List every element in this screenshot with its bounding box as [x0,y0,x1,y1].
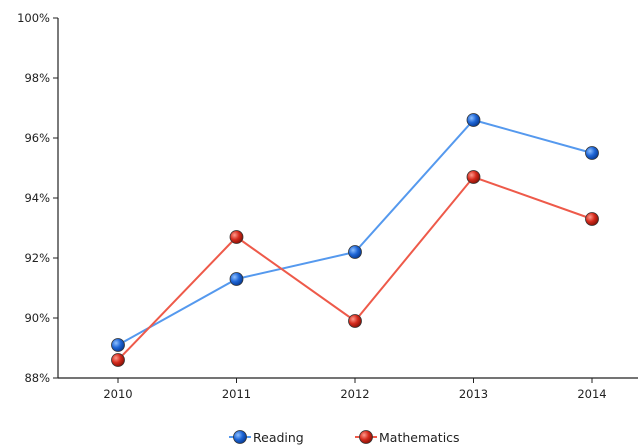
data-point-reading[interactable] [585,146,599,160]
data-point-mathematics[interactable] [466,170,481,184]
x-tick-group: 2010 2011 2012 2013 2014 [103,378,607,401]
y-tick-label: 98% [24,71,50,85]
y-tick-label: 94% [24,191,50,205]
series-line-mathematics [117,175,593,361]
y-tick-label: 90% [24,311,50,325]
y-tick-label: 92% [24,251,50,265]
legend-item-reading[interactable]: Reading [229,430,304,445]
data-point-reading[interactable] [466,113,481,127]
y-tick-label: 96% [24,131,50,145]
legend-item-mathematics[interactable]: Mathematics [355,430,460,445]
legend-swatch-marker [233,430,247,444]
axes [57,18,638,379]
data-point-reading[interactable] [229,272,244,286]
y-tick-label: 100% [17,11,50,25]
x-tick-label: 2014 [577,387,606,401]
series-points [111,113,599,367]
x-tick-label: 2011 [222,387,251,401]
data-point-mathematics[interactable] [229,230,244,244]
series-line-reading [117,118,593,346]
y-tick-group: 88% 90% 92% 94% 96% 98% 100% [17,11,58,385]
legend-label: Mathematics [379,430,460,445]
x-tick-label: 2012 [340,387,369,401]
legend-label: Reading [253,430,304,445]
data-point-mathematics[interactable] [111,353,125,367]
legend: Reading Mathematics [229,430,460,445]
x-tick-label: 2010 [103,387,132,401]
data-point-reading[interactable] [111,338,125,352]
y-tick-label: 88% [24,371,50,385]
data-point-reading[interactable] [348,245,362,259]
x-tick-label: 2013 [459,387,488,401]
data-point-mathematics[interactable] [348,314,362,328]
data-point-mathematics[interactable] [585,212,599,226]
legend-swatch-marker [359,430,373,444]
